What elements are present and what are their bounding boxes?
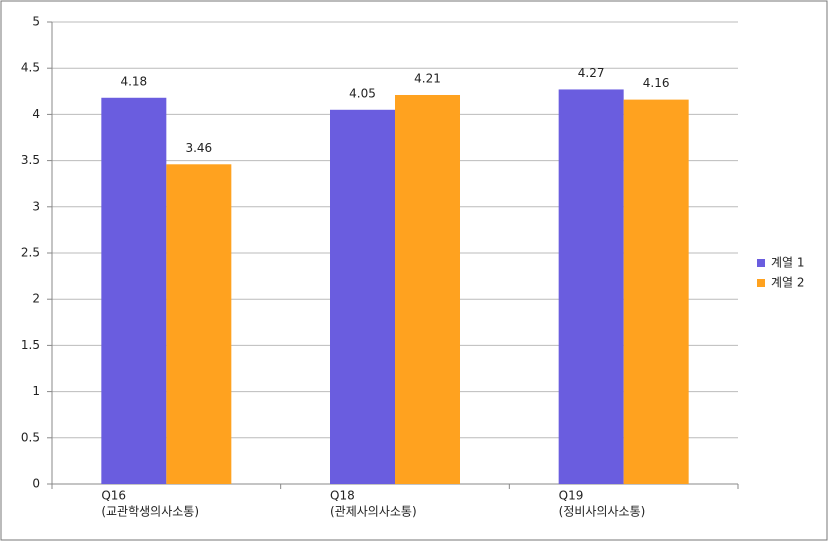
y-tick-label: 3 [32, 199, 40, 213]
x-tick-label: (교관학생의사소통) [101, 505, 199, 519]
value-label: 4.21 [414, 71, 441, 85]
y-tick-label: 3.5 [21, 153, 40, 167]
y-tick-label: 0 [32, 477, 40, 491]
bar [330, 109, 395, 484]
bar [395, 94, 460, 484]
y-tick-label: 1 [32, 384, 40, 398]
legend-label: 계열 1 [771, 256, 805, 270]
y-tick-label: 2.5 [21, 246, 40, 260]
value-label: 3.46 [185, 141, 212, 155]
x-tick-label: Q18 [330, 489, 355, 503]
y-tick-label: 0.5 [21, 430, 40, 444]
y-tick-label: 2 [32, 292, 40, 306]
bar [623, 99, 689, 484]
y-tick-label: 4 [32, 107, 40, 121]
legend-swatch [757, 259, 765, 267]
bar [166, 164, 232, 484]
y-tick-label: 1.5 [21, 338, 40, 352]
y-tick-label: 4.5 [21, 61, 40, 75]
value-label: 4.05 [349, 86, 376, 100]
legend-swatch [757, 279, 765, 287]
y-tick-label: 5 [32, 15, 40, 29]
value-label: 4.16 [643, 76, 670, 90]
x-tick-label: Q19 [559, 489, 584, 503]
bar [101, 97, 167, 484]
legend-label: 계열 2 [771, 276, 805, 290]
value-label: 4.27 [578, 66, 605, 80]
value-label: 4.18 [120, 74, 147, 88]
x-tick-label: (관제사의사소통) [330, 505, 417, 519]
bar [558, 89, 624, 485]
x-tick-label: (정비사의사소통) [559, 505, 646, 519]
x-tick-label: Q16 [101, 489, 126, 503]
